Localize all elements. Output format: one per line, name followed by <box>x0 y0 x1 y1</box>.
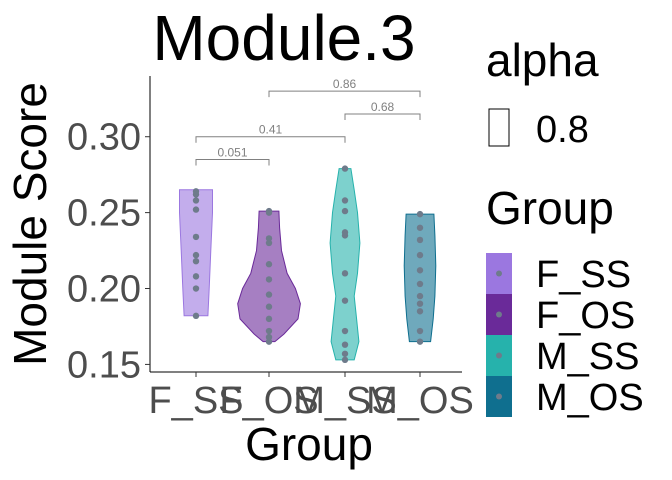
y-tick-label: 0.25 <box>67 193 141 235</box>
legend-alpha-key <box>488 108 510 147</box>
y-tick-label: 0.15 <box>67 344 141 386</box>
comparison-bracket <box>195 158 270 166</box>
data-point <box>265 303 273 310</box>
data-point <box>192 206 200 213</box>
comparison-bracket <box>268 90 421 98</box>
data-point <box>416 300 424 307</box>
data-point <box>341 270 349 277</box>
data-point <box>192 251 200 259</box>
legend-key-point <box>496 393 502 400</box>
data-point <box>416 267 424 274</box>
data-point <box>192 188 200 195</box>
y-tick-label: 0.30 <box>67 117 141 159</box>
data-point <box>192 273 200 280</box>
data-point <box>341 341 349 348</box>
legend-alpha-title: alpha <box>486 34 599 86</box>
data-point <box>265 235 273 242</box>
data-point <box>265 333 273 341</box>
comparison-p-value: 0.68 <box>371 100 395 114</box>
data-point <box>192 285 200 292</box>
legend-key-point <box>496 270 502 277</box>
comparison-p-value: 0.86 <box>333 77 357 91</box>
data-point <box>416 280 424 288</box>
comparison-bracket <box>344 113 421 120</box>
data-point <box>341 197 349 204</box>
comparison-p-value: 0.41 <box>259 123 283 137</box>
legend-group-title: Group <box>486 182 614 234</box>
data-point <box>265 261 273 268</box>
y-ticks: 0.15 0.20 0.25 0.30 <box>67 117 150 386</box>
data-point <box>416 338 424 345</box>
data-point <box>341 207 349 215</box>
data-point <box>265 327 273 335</box>
data-point <box>341 297 349 304</box>
data-point <box>341 165 349 172</box>
y-axis-title: Module Score <box>4 82 56 366</box>
data-point <box>416 327 424 335</box>
data-point <box>416 224 424 231</box>
legend: alpha 0.8 Group F_SSF_OSM_SSM_OS <box>486 34 644 419</box>
data-point <box>192 257 200 265</box>
y-tick-label: 0.20 <box>67 269 141 311</box>
data-point <box>416 236 424 244</box>
legend-label: M_SS <box>536 336 639 378</box>
x-tick-label: M_OS <box>366 380 474 422</box>
data-point <box>265 338 273 345</box>
significance-brackets: 0.051 0.41 0.68 0.86 <box>195 77 421 166</box>
x-ticks: F_SSF_OSM_SSM_OS <box>148 372 474 422</box>
violin-m-ss <box>329 168 361 361</box>
data-point <box>265 315 273 323</box>
data-point <box>192 312 200 320</box>
data-point <box>265 239 273 247</box>
data-point <box>265 291 273 298</box>
data-point <box>416 292 424 300</box>
legend-group-entries: F_SSF_OSM_SSM_OS <box>486 253 644 419</box>
data-point <box>341 229 349 236</box>
x-tick-label: F_OS <box>219 380 318 422</box>
data-point <box>341 350 349 357</box>
data-point <box>265 276 273 283</box>
data-point <box>416 308 424 315</box>
data-point <box>341 327 349 335</box>
data-point <box>416 210 424 218</box>
violins <box>179 168 437 361</box>
legend-label: F_SS <box>536 254 631 296</box>
legend-label: M_OS <box>536 377 644 419</box>
legend-alpha-label: 0.8 <box>536 109 589 151</box>
violin-m-os <box>403 213 437 343</box>
chart-title: Module.3 <box>152 2 415 74</box>
comparison-bracket <box>195 136 346 143</box>
data-point <box>192 197 200 204</box>
x-tick-label: M_SS <box>293 380 396 422</box>
x-axis-title: Group <box>245 418 373 470</box>
data-points <box>192 165 424 364</box>
comparison-p-value: 0.051 <box>217 145 247 159</box>
legend-label: F_OS <box>536 295 635 337</box>
legend-key-point <box>496 311 502 318</box>
data-point <box>192 233 200 241</box>
data-point <box>341 356 349 364</box>
data-point <box>416 251 424 259</box>
x-tick-label: F_SS <box>148 380 243 422</box>
legend-key-point <box>496 352 502 359</box>
data-point <box>265 207 273 215</box>
